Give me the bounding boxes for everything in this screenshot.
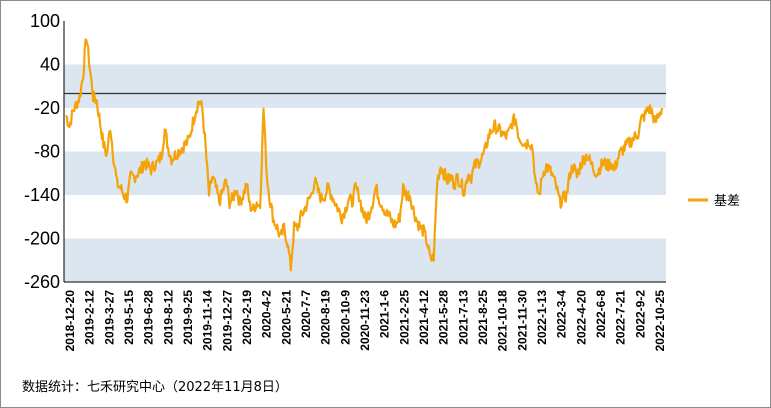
x-tick-label: 2020-2-19 <box>240 290 254 345</box>
y-tick-label: -140 <box>24 185 60 205</box>
x-tick-label: 2018-12-20 <box>63 290 77 352</box>
x-tick-label: 2022-4-20 <box>574 290 588 345</box>
x-tick-label: 2021-7-13 <box>456 290 470 345</box>
y-tick-labels: 100 40 -20 -80 -140 -200 -260 <box>24 11 60 292</box>
x-tick-label: 2022-9-2 <box>633 290 647 338</box>
x-tick-label: 2020-7-7 <box>299 290 313 338</box>
legend-label: 基差 <box>714 194 740 209</box>
x-tick-label: 2022-1-13 <box>535 290 549 345</box>
grid-band-0 <box>64 64 666 108</box>
axis-layer <box>63 21 666 283</box>
band-layer <box>64 64 666 282</box>
y-tick-label: -20 <box>34 98 60 118</box>
x-tick-label: 2020-5-21 <box>279 290 293 345</box>
x-tick-label: 2021-4-12 <box>417 290 431 345</box>
x-tick-label: 2021-5-28 <box>437 290 451 345</box>
x-tick-label: 2020-10-9 <box>338 290 352 345</box>
series-line-0 <box>65 38 664 272</box>
x-tick-label: 2020-11-23 <box>358 290 372 351</box>
x-tick-label: 2022-3-4 <box>555 290 569 338</box>
x-tick-label: 2019-12-27 <box>220 290 234 352</box>
y-tick-label: -260 <box>24 272 60 292</box>
y-tick-label: -80 <box>34 142 60 162</box>
x-tick-label: 2022-6-8 <box>594 290 608 338</box>
grid-band-1 <box>64 151 666 195</box>
x-tick-label: 2022-7-21 <box>614 290 628 345</box>
x-tick-label: 2019-5-15 <box>122 290 136 345</box>
x-tick-label: 2022-10-25 <box>653 290 667 352</box>
y-tick-label: -200 <box>24 229 60 249</box>
series-layer <box>65 38 664 272</box>
x-tick-labels: 2018-12-20 2019-2-12 2019-3-27 2019-5-15 201… <box>63 290 667 352</box>
x-tick-label: 2021-2-25 <box>397 290 411 345</box>
x-tick-label: 2019-8-12 <box>161 290 175 345</box>
grid-band-2 <box>64 238 666 282</box>
x-tick-label: 2019-6-28 <box>142 290 156 345</box>
y-tick-label: 40 <box>40 55 60 75</box>
x-tick-label: 2021-1-6 <box>378 290 392 338</box>
x-tick-label: 2019-3-27 <box>102 290 116 345</box>
x-tick-label: 2020-4-2 <box>260 290 274 338</box>
y-tick-label: 100 <box>30 11 60 31</box>
source-note: 数据统计：七禾研究中心（2022年11月8日） <box>22 380 288 395</box>
legend: 基差 <box>688 194 740 209</box>
x-tick-label: 2021-11-30 <box>515 290 529 351</box>
x-tick-label: 2019-2-12 <box>83 290 97 345</box>
x-tick-label: 2019-9-25 <box>181 290 195 345</box>
x-tick-label: 2020-8-19 <box>319 290 333 345</box>
x-tick-label: 2021-8-25 <box>476 290 490 345</box>
x-tick-label: 2019-11-14 <box>201 290 215 351</box>
x-tick-label: 2021-10-18 <box>496 290 510 352</box>
